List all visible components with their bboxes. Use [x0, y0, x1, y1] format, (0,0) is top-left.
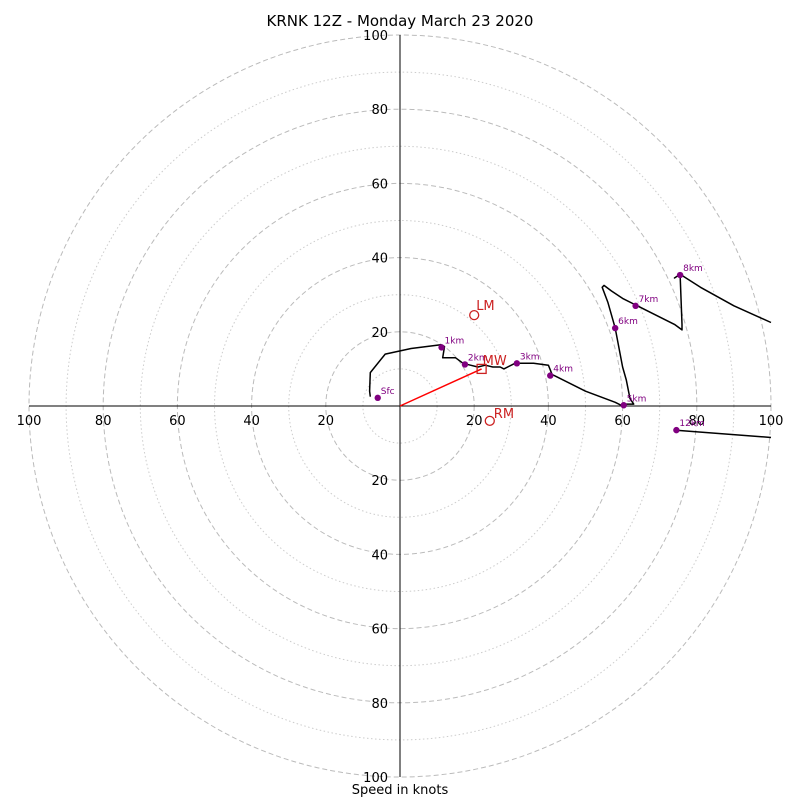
- y-tick-label: 100: [363, 29, 388, 44]
- x-tick-label: 60: [169, 414, 186, 429]
- x-tick-label: 20: [466, 414, 483, 429]
- y-tick-label: 40: [371, 252, 388, 267]
- height-marker-label: 8km: [683, 264, 703, 274]
- height-marker-label: 5km: [627, 394, 647, 404]
- height-marker-label: 4km: [553, 365, 573, 375]
- wind-profile-upper-line: [675, 430, 772, 437]
- right-mover-label: RM: [494, 407, 514, 422]
- hodograph-chart: 2020202040404040606060608080808010010010…: [0, 0, 800, 800]
- wind-profile: [370, 274, 771, 437]
- x-tick-label: 40: [540, 414, 557, 429]
- x-tick-label: 100: [759, 414, 784, 429]
- x-axis-label: Speed in knots: [0, 783, 800, 798]
- x-tick-label: 20: [318, 414, 335, 429]
- x-tick-label: 40: [243, 414, 260, 429]
- y-tick-label: 60: [371, 623, 388, 638]
- height-marker-label: 3km: [520, 352, 540, 362]
- y-tick-label: 20: [371, 326, 388, 341]
- y-tick-label: 60: [371, 177, 388, 192]
- height-marker-label: 1km: [445, 336, 465, 346]
- x-tick-label: 60: [614, 414, 631, 429]
- height-marker-label: 6km: [618, 317, 638, 327]
- x-tick-label: 80: [95, 414, 112, 429]
- y-tick-label: 20: [371, 474, 388, 489]
- height-marker-label: 7km: [639, 295, 659, 305]
- y-tick-label: 80: [371, 103, 388, 118]
- y-tick-label: 80: [371, 697, 388, 712]
- height-marker-label: 12km: [679, 419, 704, 429]
- y-tick-label: 40: [371, 548, 388, 563]
- x-tick-label: 100: [17, 414, 42, 429]
- height-marker-label: Sfc: [381, 387, 395, 397]
- wind-profile-line: [370, 274, 771, 406]
- mean-wind-label: MW: [483, 354, 507, 369]
- left-mover-label: LM: [476, 299, 494, 314]
- mean-wind-vector: [400, 369, 482, 406]
